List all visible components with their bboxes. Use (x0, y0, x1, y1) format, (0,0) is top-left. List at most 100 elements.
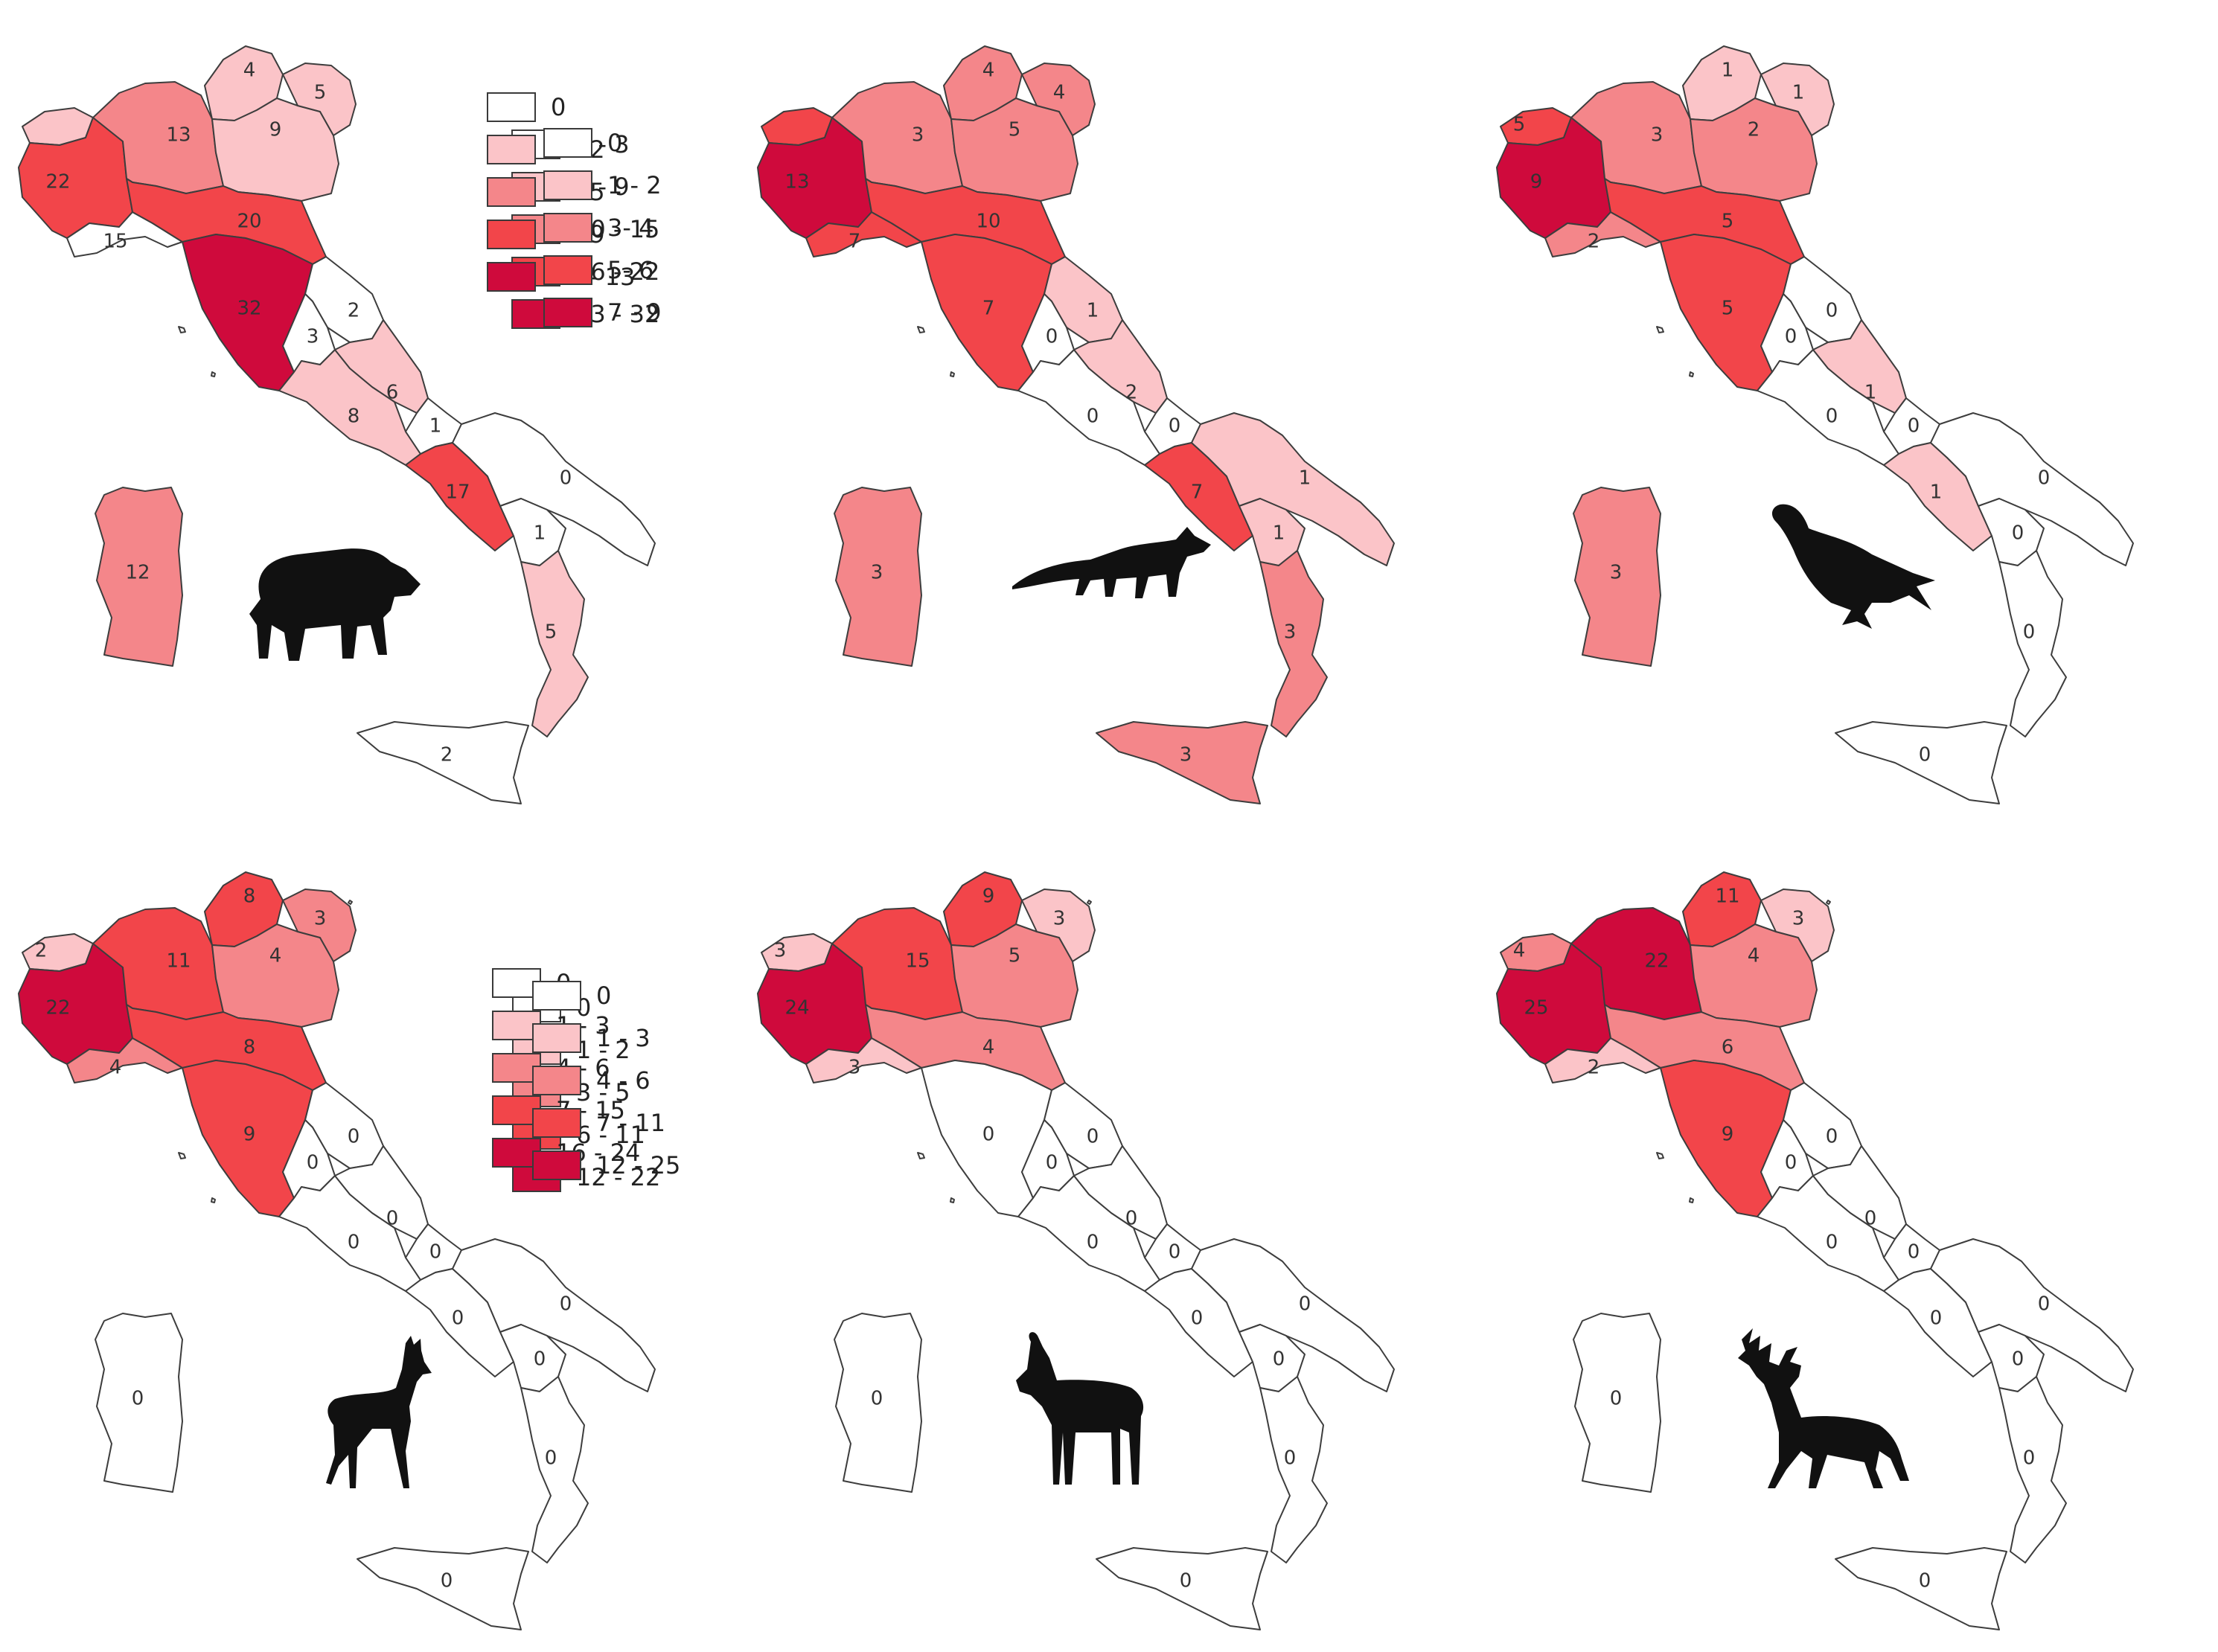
italy-regions-map: 3 24 15 9 5 3 3 4 0 0 0 0 0 0 0 0 0 0 0 0 (757, 871, 1395, 1630)
region-liguria (805, 211, 922, 257)
region-apulia (1930, 1238, 2134, 1392)
legend-label: 12 - 22 (576, 1162, 661, 1191)
region-value-basilicata: 0 (534, 1348, 546, 1371)
region-friuli (1760, 889, 1835, 962)
region-value-lazio: 0 (1087, 1232, 1099, 1254)
region-value-umbria: 0 (307, 1152, 319, 1174)
region-value-lombardy: 11 (166, 950, 191, 973)
region-value-veneto: 4 (1748, 945, 1760, 967)
region-value-sardinia: 3 (1610, 562, 1623, 584)
region-value-basilicata: 0 (2012, 522, 2024, 545)
region-calabria (1259, 1376, 1328, 1563)
map-panel-fox: 13345471071002071133300 - 23 - 56 - 911 … (487, 0, 1478, 905)
region-value-trentino: 8 (243, 886, 256, 908)
region-value-veneto: 5 (1009, 119, 1021, 141)
region-value-campania: 17 (445, 481, 470, 504)
region-sicily (1835, 1547, 2007, 1630)
region-value-abruzzo: 6 (386, 382, 399, 404)
small-island (917, 1152, 925, 1159)
region-value-liguria: 3 (848, 1057, 861, 1079)
region-value-basilicata: 1 (534, 522, 546, 545)
region-value-friuli: 3 (314, 908, 327, 930)
legend-label: 12 - 25 (596, 1150, 681, 1179)
pigeon-icon (1771, 504, 1935, 629)
legend: 0 1 - 3 4 - 6 7 - 11 12 - 25 (532, 974, 680, 1186)
region-value-lombardy: 3 (912, 124, 924, 147)
region-value-campania: 7 (1191, 481, 1204, 504)
small-island (1656, 1152, 1664, 1159)
legend-label: 3- 4 (607, 213, 654, 242)
region-value-marche: 0 (1826, 300, 1838, 322)
region-value-abruzzo: 2 (1125, 382, 1138, 404)
region-value-lazio: 0 (1087, 406, 1099, 428)
region-value-campania: 0 (452, 1307, 464, 1330)
legend-item: 0 (487, 86, 635, 128)
region-value-emilia: 8 (243, 1037, 256, 1059)
region-calabria (520, 1376, 589, 1563)
region-value-campania: 0 (1930, 1307, 1943, 1330)
small-island (950, 371, 955, 377)
region-liguria (66, 1037, 183, 1083)
region-value-piedmont: 13 (784, 171, 809, 193)
region-value-piedmont: 22 (45, 997, 70, 1019)
region-value-lazio: 0 (348, 1232, 360, 1254)
region-value-umbria: 0 (1046, 326, 1058, 348)
region-sardinia (95, 1313, 183, 1493)
region-friuli (282, 63, 357, 136)
region-value-lazio: 8 (348, 406, 360, 428)
legend-swatch (543, 212, 592, 243)
legend-item: 12 - 25 (532, 1144, 680, 1186)
region-value-veneto: 2 (1748, 119, 1760, 141)
region-value-molise: 0 (429, 1241, 442, 1264)
chamois-icon (1016, 1332, 1144, 1485)
region-value-calabria: 0 (2023, 1447, 2036, 1470)
small-island (211, 1197, 216, 1203)
region-value-tuscany: 9 (1722, 1124, 1734, 1146)
region-value-sicily: 3 (1180, 744, 1192, 766)
region-value-liguria: 2 (1588, 1057, 1600, 1079)
region-value-friuli: 1 (1792, 82, 1805, 104)
legend-label: 3 - 5 (576, 1078, 630, 1107)
region-value-sardinia: 12 (125, 562, 150, 584)
small-island (178, 326, 186, 333)
region-value-apulia: 0 (560, 467, 572, 490)
legend-item: 4 - 6 (532, 1059, 680, 1101)
small-island (1689, 371, 1694, 377)
legend-label: 0 (607, 128, 623, 157)
small-island (348, 900, 353, 905)
region-value-aosta: 4 (1513, 940, 1526, 962)
region-value-liguria: 7 (848, 231, 861, 253)
legend-swatch (532, 1022, 581, 1053)
region-value-abruzzo: 0 (1864, 1208, 1877, 1230)
region-value-calabria: 0 (1284, 1447, 1297, 1470)
legend-label: 7 - 9 (607, 298, 662, 327)
region-value-sardinia: 0 (132, 1388, 144, 1410)
region-value-abruzzo: 1 (1864, 382, 1877, 404)
legend-item: 5- 6 (543, 249, 662, 291)
region-calabria (1998, 1376, 2067, 1563)
legend-label: 6 - 11 (576, 1120, 645, 1149)
region-value-aosta: 3 (774, 940, 787, 962)
region-value-liguria: 2 (1588, 231, 1600, 253)
small-island (178, 1152, 186, 1159)
region-friuli (282, 889, 357, 962)
map-panel-chamois: 324159533400000000000001 - 34 - 67 - 151… (492, 826, 1478, 1652)
region-value-tuscany: 9 (243, 1124, 256, 1146)
region-sardinia (834, 487, 922, 667)
region-liguria (805, 1037, 922, 1083)
region-value-piedmont: 24 (784, 997, 809, 1019)
region-value-umbria: 0 (1785, 1152, 1797, 1174)
legend-item: 7 - 11 (532, 1101, 680, 1144)
legend-label: 0 (551, 92, 566, 121)
legend-swatch (532, 1107, 581, 1138)
region-value-sicily: 2 (441, 744, 453, 766)
region-value-lombardy: 15 (905, 950, 930, 973)
legend-item: 1 - 2 (543, 164, 662, 206)
region-value-marche: 0 (1087, 1126, 1099, 1148)
region-value-sicily: 0 (1919, 744, 1931, 766)
